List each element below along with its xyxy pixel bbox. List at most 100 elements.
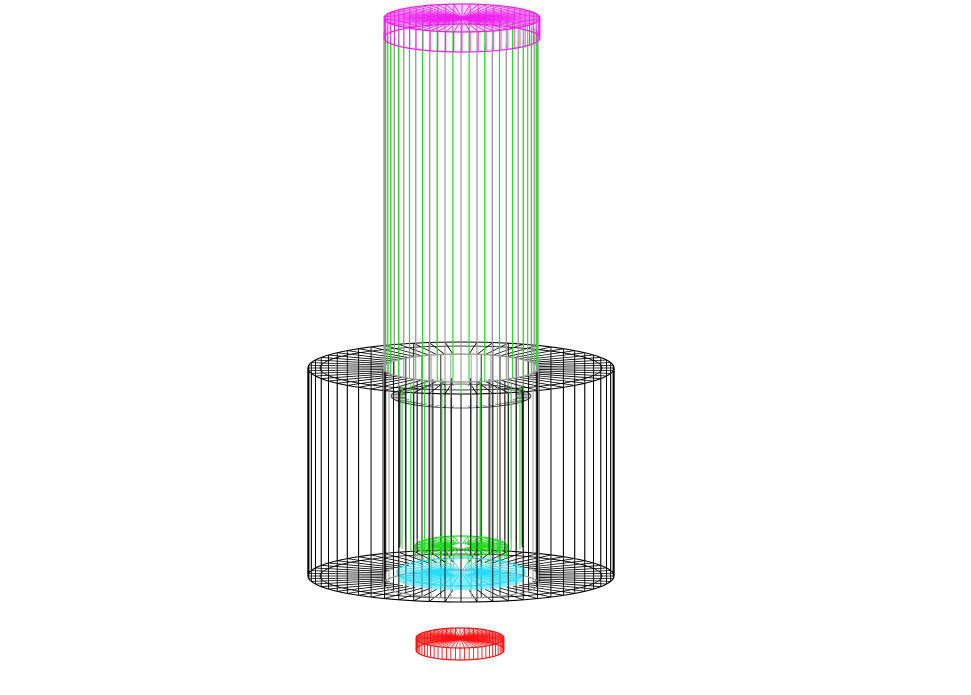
wire-radial <box>418 403 427 406</box>
wire-radial <box>512 399 526 401</box>
wire-radial <box>535 359 607 365</box>
wire-radial <box>328 354 394 362</box>
wire-radial <box>321 357 390 363</box>
wire-radial <box>311 370 385 374</box>
wire-radial <box>537 370 611 374</box>
wire-radial <box>315 371 387 377</box>
wire-spoke <box>461 17 479 32</box>
wire-radial <box>396 391 410 393</box>
wire-radial <box>482 404 488 408</box>
wire-spoke <box>446 547 459 556</box>
wire-spoke <box>403 565 450 572</box>
wire-spoke <box>462 535 469 545</box>
wire-radial <box>411 402 422 405</box>
wire-radial <box>315 567 387 573</box>
wire-spoke <box>430 4 463 19</box>
wire-spoke <box>437 629 461 639</box>
wire-radial <box>311 362 385 366</box>
wire-spoke <box>461 4 479 19</box>
wire-spoke <box>471 563 513 571</box>
wire-spoke <box>469 546 505 550</box>
wire-radial <box>413 342 438 356</box>
wire-spoke <box>431 559 456 570</box>
wire-spoke <box>439 547 457 556</box>
wire-radial <box>484 342 509 356</box>
wire-spoke <box>469 546 503 551</box>
wire-radial <box>428 589 446 602</box>
wire-radial <box>411 387 422 390</box>
cap-bottom-ring <box>383 23 541 53</box>
wire-radial <box>495 403 504 406</box>
wire-radial <box>308 369 384 372</box>
wire-radial <box>499 379 538 391</box>
wire-radial <box>444 341 454 355</box>
wire-spoke <box>461 5 502 19</box>
wire-radial <box>425 385 434 388</box>
wire-radial <box>451 405 454 409</box>
wire-radial <box>476 589 494 602</box>
wire-spoke <box>462 547 469 557</box>
wire-spoke <box>422 5 463 19</box>
wire-spoke <box>469 541 503 546</box>
wire-spoke <box>450 627 461 639</box>
wire-spoke <box>409 7 463 19</box>
wire-radial <box>337 375 398 384</box>
wire-spoke <box>472 565 519 572</box>
wire-spoke <box>450 557 460 570</box>
wire-spoke <box>461 3 471 19</box>
wire-radial <box>418 386 427 389</box>
wire-spoke <box>469 561 507 571</box>
wire-radial <box>512 391 526 393</box>
wire-spoke <box>465 547 483 556</box>
wire-radial <box>537 362 611 366</box>
disk-bottom-ring <box>415 639 505 661</box>
wire-spoke <box>461 16 540 19</box>
wire-radial <box>532 581 601 587</box>
wire-radial <box>358 586 409 596</box>
wire-spoke <box>461 4 494 19</box>
cap-fill <box>384 4 540 32</box>
wire-spoke <box>446 536 459 545</box>
wire-radial <box>506 346 552 358</box>
wire-radial <box>311 570 385 574</box>
wire-radial <box>506 586 552 598</box>
wire-radial <box>468 589 478 603</box>
wire-spoke <box>409 563 451 571</box>
upper-rod <box>383 18 539 383</box>
wire-radial <box>370 346 416 358</box>
wire-radial <box>500 387 511 390</box>
wire-spoke <box>445 17 463 32</box>
wire-radial <box>444 589 454 603</box>
wire-radial <box>532 357 601 363</box>
wire-radial <box>396 399 410 401</box>
top-cap <box>383 3 541 53</box>
wire-radial <box>434 384 440 388</box>
wire-radial <box>468 383 471 387</box>
wire-spoke <box>417 546 453 550</box>
wire-radial <box>434 404 440 408</box>
wire-spoke <box>462 557 472 570</box>
wire-radial <box>315 579 387 585</box>
wire-radial <box>451 383 454 387</box>
wire-spoke <box>415 561 453 571</box>
rod-bottom-ring <box>383 353 539 383</box>
wire-spoke <box>453 547 460 557</box>
wire-radial <box>532 373 601 379</box>
wire-radial <box>315 359 387 365</box>
wire-radial <box>488 385 497 388</box>
wire-radial <box>500 402 511 405</box>
wire-radial <box>537 578 611 582</box>
wire-radial <box>384 379 423 391</box>
wire-radial <box>513 586 564 596</box>
wire-spoke <box>416 6 463 19</box>
wire-radial <box>535 567 607 573</box>
outer-housing-front <box>307 368 615 602</box>
wire-radial <box>468 341 478 355</box>
wire-radial <box>518 350 575 360</box>
wire-radial <box>308 364 384 367</box>
wire-spoke <box>459 628 474 639</box>
wire-radial <box>538 369 614 372</box>
wire-spoke <box>440 558 458 570</box>
